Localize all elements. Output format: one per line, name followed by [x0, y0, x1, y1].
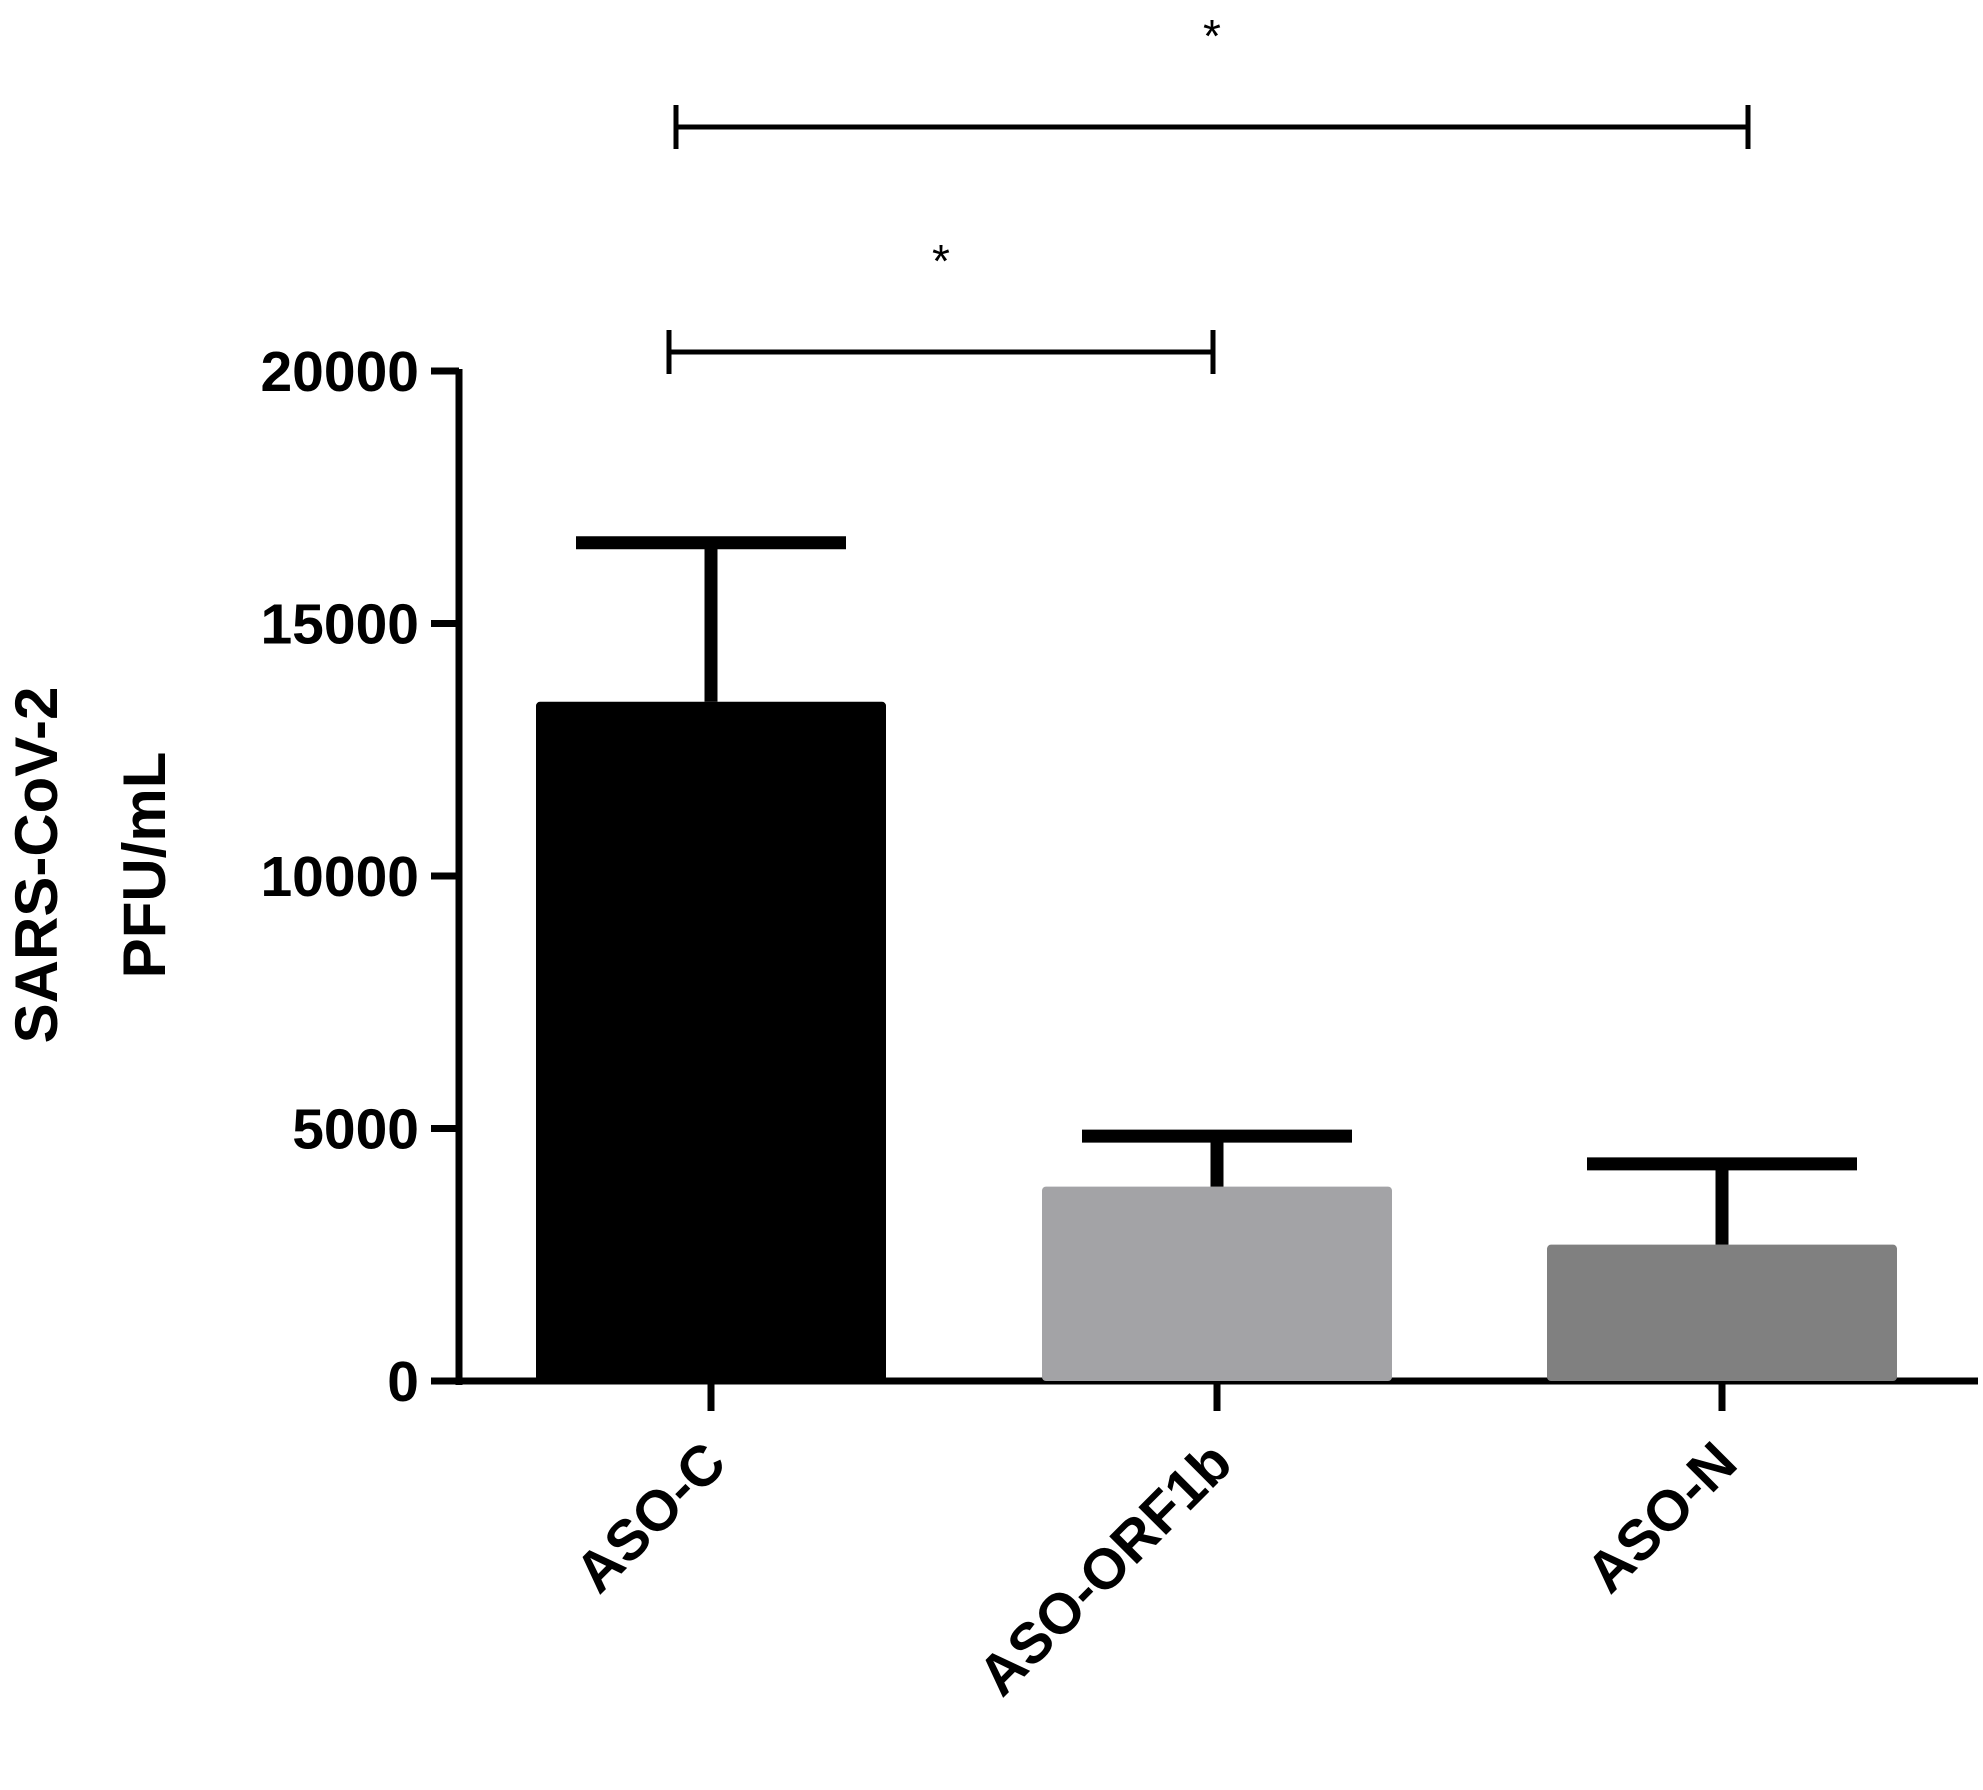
- y-tick-label: 10000: [260, 845, 419, 909]
- error-bars: [576, 536, 1857, 1245]
- y-tick-label: 15000: [260, 593, 419, 657]
- significance-brackets: **: [666, 10, 1751, 374]
- x-tick-label: ASO-C: [563, 1430, 738, 1605]
- significance-label: *: [932, 235, 950, 287]
- y-axis-title-line-2: PFU/mL: [111, 752, 178, 979]
- y-tick-label: 0: [387, 1350, 419, 1414]
- bar: [1042, 1186, 1392, 1381]
- y-tick-label: 5000: [292, 1098, 419, 1162]
- bar: [536, 701, 886, 1381]
- significance-label: *: [1203, 10, 1221, 62]
- x-axis: ASO-C ASO-ORF1b ASO-N: [431, 1377, 1978, 1708]
- x-tick-label: ASO-ORF1b: [966, 1430, 1244, 1708]
- y-tick-label: 20000: [260, 340, 419, 404]
- bar: [1547, 1244, 1897, 1381]
- y-axis-title: SARS-CoV-2 PFU/mL: [3, 687, 178, 1044]
- y-axis: 0 5000 10000 15000 20000: [260, 340, 463, 1414]
- y-axis-title-line-1: SARS-CoV-2: [3, 687, 70, 1044]
- x-tick-label: ASO-N: [1574, 1430, 1749, 1605]
- bars: [536, 701, 1897, 1381]
